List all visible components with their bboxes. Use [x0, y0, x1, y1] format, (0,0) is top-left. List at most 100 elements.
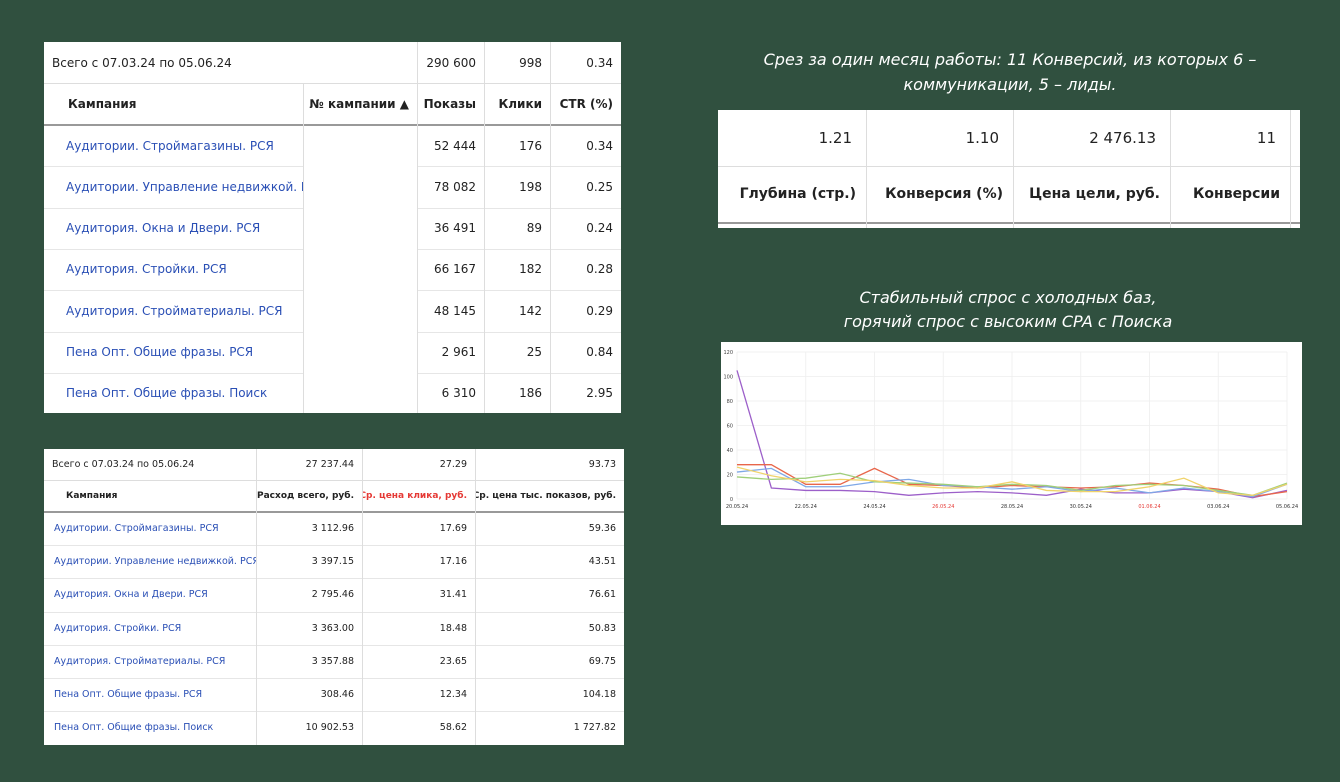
number-cell: 2.95 [586, 386, 613, 401]
campaign-link: Аудитории. Строймагазины. РСЯ [66, 138, 274, 153]
x-tick-label: 01.06.24 [1138, 504, 1160, 510]
rule [475, 449, 476, 745]
caption-line: коммуникации, 5 – лиды. [903, 75, 1117, 94]
rule [1013, 110, 1014, 228]
y-tick-label: 20 [727, 473, 733, 479]
total-cell: 93.73 [588, 459, 616, 470]
x-tick-label: 26.05.24 [932, 504, 954, 510]
number-cell: 31.41 [439, 589, 467, 601]
rule [303, 83, 304, 413]
rule [550, 42, 551, 413]
rule [44, 124, 621, 126]
header-cell: Ср. цена клика, руб. [362, 491, 467, 501]
rule [417, 290, 621, 292]
campaign-link: Аудитории. Управление недвижкой. РСЯ [54, 556, 256, 568]
rule [44, 83, 621, 84]
y-tick-label: 120 [723, 350, 733, 356]
number-cell: 69.75 [588, 655, 616, 667]
number-cell: 17.16 [439, 556, 467, 568]
rule [417, 42, 418, 413]
number-cell: 1 727.82 [573, 722, 616, 734]
caption-line: Срез за один месяц работы: 11 Конверсий,… [763, 50, 1257, 69]
campaign-link: Пена Опт. Общие фразы. РСЯ [54, 689, 203, 700]
rule [44, 678, 624, 679]
x-tick-label: 05.06.24 [1276, 504, 1298, 510]
number-cell: 36 491 [434, 221, 476, 236]
rule [44, 331, 303, 333]
summary-table: 1.21 1.10 2 476.13 11 Глубина (стр.) Конверси… [718, 110, 1300, 228]
number-cell: 50.83 [588, 622, 616, 634]
series-line [736, 466, 1288, 496]
series-line [736, 370, 1288, 499]
number-cell: 76.61 [588, 589, 616, 601]
number-cell: 2 961 [441, 345, 476, 359]
series-line [736, 467, 1288, 498]
total-cell: 290 600 [426, 55, 476, 70]
rule [417, 166, 621, 168]
rule [44, 511, 624, 513]
header-cell: № кампании ▲ [309, 97, 409, 111]
header-cell: Цена цели, руб. [1029, 186, 1160, 202]
value-cell: 1.21 [818, 129, 852, 147]
campaign-link: Пена Опт. Общие фразы. Поиск [66, 386, 268, 401]
number-cell: 89 [526, 221, 542, 236]
campaign-link: Пена Опт. Общие фразы. Поиск [54, 722, 214, 734]
campaign-link: Аудитории. Строймагазины. РСЯ [54, 523, 219, 534]
number-cell: 0.29 [586, 303, 613, 318]
y-tick-label: 40 [727, 448, 733, 454]
campaign-link: Пена Опт. Общие фразы. РСЯ [66, 345, 254, 359]
header-cell: Кампания [68, 97, 137, 111]
header-cell: Глубина (стр.) [739, 186, 856, 202]
rule [484, 42, 485, 413]
y-tick-label: 100 [723, 375, 733, 381]
total-cell: 998 [519, 55, 542, 70]
x-tick-label: 22.05.24 [795, 504, 817, 510]
campaign-link: Аудитория. Стройки. РСЯ [54, 622, 182, 634]
rule [1290, 110, 1291, 228]
number-cell: 308.46 [320, 689, 354, 700]
y-tick-label: 80 [727, 399, 733, 405]
caption-line: Стабильный спрос с холодных баз, [859, 288, 1157, 307]
x-tick-label: 20.05.24 [726, 504, 748, 510]
x-tick-label: 24.05.24 [863, 504, 885, 510]
number-cell: 10 902.53 [305, 722, 354, 734]
campaign-link: Аудитория. Стройматериалы. РСЯ [54, 655, 226, 667]
total-cell: Всего с 07.03.24 по 05.06.24 [52, 55, 232, 70]
rule [417, 372, 621, 374]
header-cell: Кампания [66, 491, 118, 501]
table-costs: Всего с 07.03.24 по 05.06.24 27 237.44 27.… [44, 449, 624, 745]
number-cell: 3 397.15 [311, 556, 354, 568]
rule [44, 711, 624, 713]
value-cell: 11 [1256, 129, 1276, 147]
rule [1170, 110, 1171, 228]
table-impressions: Всего с 07.03.24 по 05.06.24 290 600 998 0.… [44, 42, 621, 413]
x-tick-label: 03.06.24 [1207, 504, 1229, 510]
y-tick-label: 60 [727, 424, 733, 430]
rule [417, 207, 621, 209]
rule [44, 545, 624, 547]
number-cell: 23.65 [439, 655, 467, 667]
number-cell: 0.28 [586, 262, 613, 277]
number-cell: 186 [519, 386, 542, 401]
total-cell: 0.34 [586, 55, 613, 70]
rule [866, 110, 867, 228]
number-cell: 0.24 [586, 221, 613, 236]
number-cell: 59.36 [588, 523, 616, 534]
number-cell: 104.18 [582, 689, 616, 700]
value-cell: 1.10 [965, 129, 999, 147]
number-cell: 182 [519, 262, 542, 277]
number-cell: 3 363.00 [311, 622, 354, 634]
number-cell: 0.25 [586, 179, 613, 194]
rule [44, 578, 624, 580]
header-cell: Конверсия (%) [885, 186, 1003, 202]
rule [718, 222, 1300, 224]
number-cell: 12.34 [439, 689, 467, 700]
rule [44, 611, 624, 613]
campaign-link: Аудитория. Стройки. РСЯ [66, 262, 227, 277]
rule [44, 290, 303, 292]
number-cell: 25 [526, 345, 542, 359]
y-tick-label: 0 [730, 497, 733, 503]
number-cell: 58.62 [439, 722, 467, 734]
x-tick-label: 28.05.24 [1001, 504, 1023, 510]
